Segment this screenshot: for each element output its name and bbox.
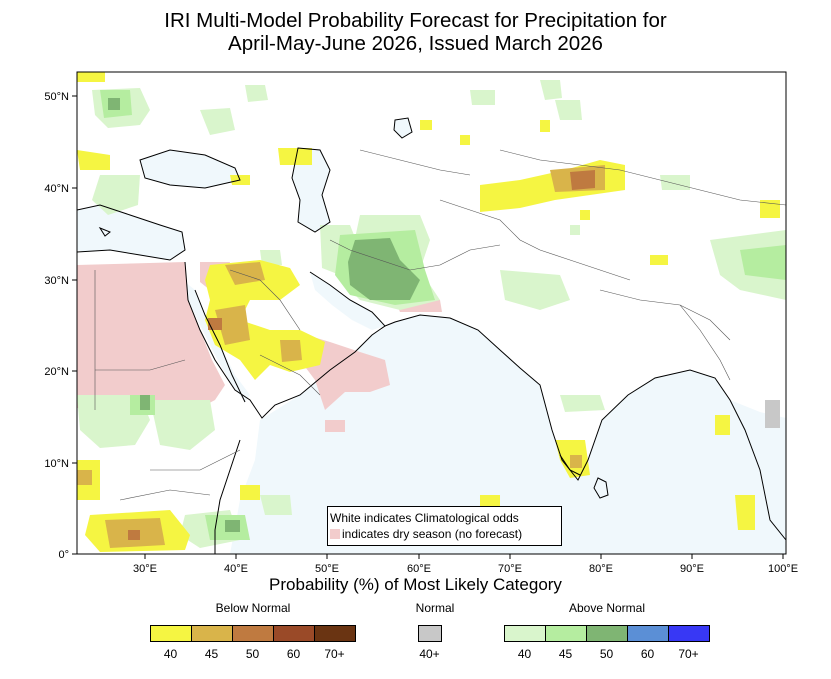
forecast-map: 50°N 40°N 30°N 20°N 10°N 0° 30°E 40°E 50… <box>44 71 798 575</box>
country-borders <box>94 149 786 501</box>
legend-swatch-below <box>191 625 233 642</box>
legend-subtitle: Probability (%) of Most Likely Category <box>269 575 562 594</box>
legend-swatch-above <box>627 625 669 642</box>
lat-labels: 50°N 40°N 30°N 20°N 10°N 0° <box>44 91 69 561</box>
lat-label: 20°N <box>44 366 69 378</box>
below-normal-50-areas <box>128 170 595 540</box>
legend-swatch-above <box>545 625 587 642</box>
legend-swatch-below <box>232 625 274 642</box>
legend-swatch-above <box>504 625 546 642</box>
dry-season-swatch <box>330 529 340 539</box>
mediterranean-sea <box>77 205 185 260</box>
above-normal-50-areas <box>108 98 420 532</box>
persian-gulf <box>310 272 385 330</box>
legend-value-below: 40 <box>163 647 178 661</box>
map-title-line1: IRI Multi-Model Probability Forecast for… <box>164 9 667 32</box>
lon-label: 70°E <box>498 563 522 575</box>
lon-label: 40°E <box>224 563 248 575</box>
legend-normal-label: Normal <box>415 601 455 615</box>
legend-swatch-below <box>314 625 356 642</box>
islands <box>98 226 609 499</box>
legend-swatch-above <box>586 625 628 642</box>
lon-label: 30°E <box>133 563 157 575</box>
lat-label: 10°N <box>44 458 69 470</box>
legend-value-above: 50 <box>599 647 614 661</box>
legend-value-above: 40 <box>517 647 532 661</box>
note-line2: indicates dry season (no forecast) <box>342 527 523 541</box>
legend-value-below: 60 <box>286 647 301 661</box>
legend-above-label: Above Normal <box>568 601 646 615</box>
legend-swatch-below <box>150 625 192 642</box>
map-title-line2: April-May-June 2026, Issued March 2026 <box>228 32 603 55</box>
legend-value-above: 45 <box>558 647 573 661</box>
lat-label: 40°N <box>44 183 69 195</box>
axis-ticks <box>72 95 784 559</box>
legend-value-normal: 40+ <box>419 647 440 661</box>
legend-value-above: 70+ <box>678 647 699 661</box>
legend-value-below: 45 <box>204 647 219 661</box>
map-frame <box>76 71 787 555</box>
normal-area <box>765 400 780 428</box>
lon-label: 50°E <box>315 563 339 575</box>
caspian-sea <box>292 148 330 232</box>
legend-below-label: Below Normal <box>215 601 291 615</box>
lon-label: 60°E <box>407 563 431 575</box>
lat-label: 30°N <box>44 275 69 287</box>
legend-swatch-normal <box>418 625 442 642</box>
legend-value-below: 50 <box>245 647 260 661</box>
lon-label: 80°E <box>589 563 613 575</box>
note-line2-wrap: indicates dry season (no forecast) <box>330 526 561 542</box>
aral-sea <box>394 118 412 138</box>
lon-label: 100°E <box>768 563 798 575</box>
map-note-box: White indicates Climatological odds indi… <box>327 506 562 546</box>
legend-value-above: 60 <box>640 647 655 661</box>
lon-labels: 30°E 40°E 50°E 60°E 70°E 80°E 90°E 100°E <box>133 563 798 575</box>
legend-swatch-below <box>273 625 315 642</box>
legend-value-below: 70+ <box>324 647 345 661</box>
lat-label: 50°N <box>44 91 69 103</box>
legend-swatch-above <box>668 625 710 642</box>
note-line1: White indicates Climatological odds <box>330 511 519 525</box>
lat-label: 0° <box>58 549 69 561</box>
lon-label: 90°E <box>680 563 704 575</box>
coastlines <box>77 117 786 554</box>
